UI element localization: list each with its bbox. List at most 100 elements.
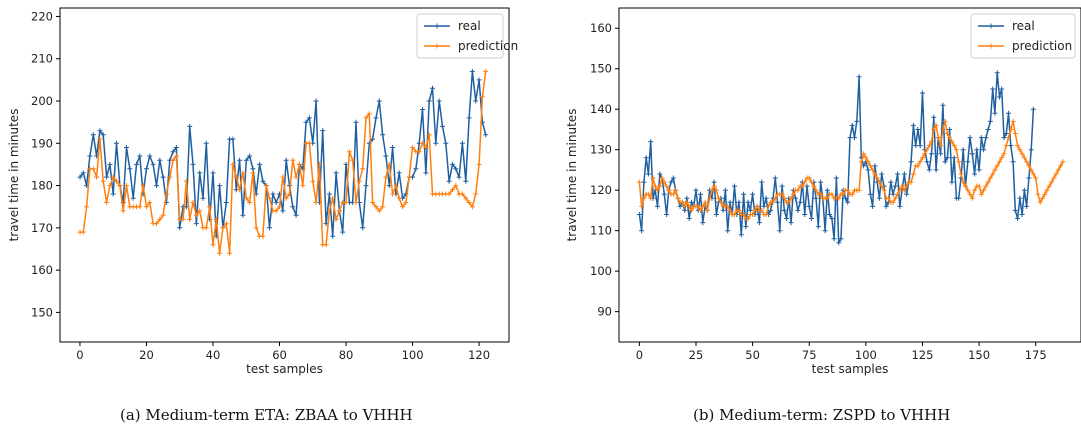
data-point — [745, 199, 751, 205]
data-point — [879, 171, 885, 177]
data-point — [829, 191, 835, 197]
data-point — [1006, 110, 1011, 116]
data-point — [854, 118, 860, 124]
data-point — [157, 216, 163, 222]
data-point — [193, 212, 199, 218]
data-point — [134, 161, 139, 167]
data-point — [203, 140, 209, 146]
data-point — [682, 203, 688, 209]
data-point — [999, 155, 1005, 161]
x-tick-label: 20 — [139, 348, 154, 362]
data-point — [698, 191, 703, 197]
data-point — [838, 236, 844, 242]
data-point — [949, 179, 955, 185]
data-point — [280, 208, 286, 214]
data-point — [858, 159, 864, 165]
data-point — [426, 132, 432, 138]
data-point — [310, 178, 316, 184]
data-point — [313, 98, 319, 104]
data-point — [107, 183, 113, 189]
data-point — [738, 232, 744, 238]
data-point — [845, 199, 851, 205]
data-point — [741, 191, 747, 197]
data-point — [380, 204, 386, 210]
data-point — [949, 139, 955, 145]
data-point — [874, 175, 880, 181]
data-point — [992, 110, 998, 116]
x-tick-label: 0 — [76, 348, 83, 362]
data-point — [1033, 175, 1039, 181]
data-point — [768, 207, 774, 213]
data-point — [283, 195, 289, 201]
data-point — [303, 119, 309, 125]
y-tick-label: 160 — [590, 21, 612, 35]
data-point — [978, 191, 984, 197]
x-tick-label: 175 — [1025, 348, 1047, 362]
data-point — [450, 161, 455, 167]
data-point — [750, 212, 756, 217]
data-point — [990, 86, 996, 92]
data-point — [806, 175, 812, 181]
data-point — [446, 191, 452, 197]
data-point — [809, 179, 814, 185]
data-point — [947, 127, 953, 132]
data-point — [267, 195, 272, 201]
data-point — [223, 200, 229, 205]
data-point — [922, 151, 928, 157]
data-point — [827, 212, 833, 217]
data-point — [453, 183, 459, 189]
data-point — [403, 200, 409, 205]
data-point — [861, 151, 867, 157]
data-point — [965, 187, 971, 193]
data-point — [243, 195, 249, 201]
data-point — [180, 216, 186, 222]
data-point — [910, 171, 916, 177]
data-point — [879, 183, 885, 189]
data-point — [147, 153, 153, 159]
data-point — [818, 179, 824, 185]
data-point — [1010, 159, 1016, 165]
data-point — [829, 216, 835, 221]
data-point — [670, 175, 676, 181]
y-tick-label: 220 — [31, 9, 53, 23]
legend-box — [416, 13, 504, 59]
data-point — [795, 187, 801, 193]
data-point — [247, 153, 253, 159]
data-point — [373, 204, 379, 210]
data-point — [960, 147, 966, 153]
data-point — [777, 228, 783, 234]
y-axis-label: travel time in minutes — [7, 109, 21, 242]
data-point — [985, 127, 991, 132]
data-point — [373, 115, 379, 121]
data-point — [890, 199, 896, 205]
data-point — [661, 179, 667, 185]
data-point — [177, 225, 183, 231]
caption-a: (a) Medium-term ETA: ZBAA to VHHH — [120, 406, 413, 424]
data-point — [1051, 175, 1057, 181]
data-point — [1010, 118, 1016, 124]
data-point — [811, 183, 817, 189]
data-point — [974, 147, 980, 153]
data-point — [813, 187, 819, 193]
y-tick-label: 150 — [31, 305, 53, 319]
data-point — [770, 199, 776, 205]
data-point — [931, 127, 937, 132]
data-point — [725, 228, 731, 234]
data-point — [124, 183, 129, 189]
data-point — [863, 155, 869, 161]
data-point — [213, 216, 219, 222]
data-point — [788, 195, 794, 201]
data-point — [913, 143, 919, 149]
data-point — [320, 128, 326, 134]
data-point — [636, 179, 642, 185]
data-point — [300, 183, 306, 189]
x-tick-label: 125 — [911, 348, 933, 362]
data-point — [97, 136, 103, 142]
data-point — [944, 131, 950, 136]
y-tick-label: 150 — [590, 62, 612, 76]
y-tick-label: 210 — [31, 52, 53, 66]
data-point — [393, 183, 399, 189]
legend-marker-real — [988, 23, 994, 29]
data-point — [799, 183, 805, 189]
data-point — [217, 250, 223, 256]
